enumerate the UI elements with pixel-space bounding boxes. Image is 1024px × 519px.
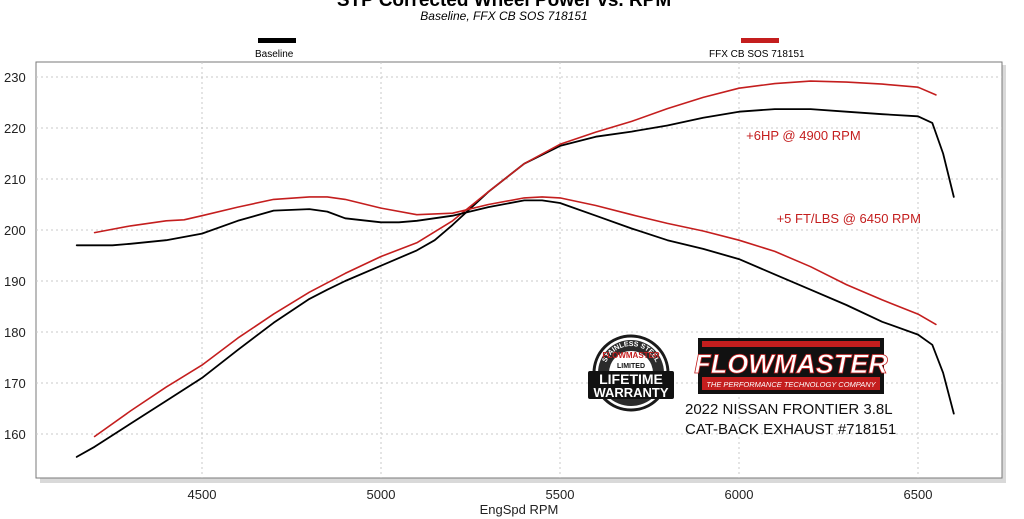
badge-brand: FLOWMASTER [602,351,660,360]
product-line-1: 2022 NISSAN FRONTIER 3.8L [685,401,893,418]
product-line-2: CAT-BACK EXHAUST #718151 [685,421,896,438]
x-tick-label: 6500 [904,487,933,502]
x-axis-label: EngSpd RPM [480,502,559,517]
series-line-baseline-torque [75,199,955,415]
badge-warranty: WARRANTY [593,385,668,400]
plot-area [35,61,1003,479]
series-lines [75,80,955,458]
chart-subtitle: Baseline, FFX CB SOS 718151 [420,9,587,23]
annotation-torque-gain: +5 FT/LBS @ 6450 RPM [777,211,921,226]
y-tick-label: 200 [4,223,26,238]
legend-label-baseline: Baseline [255,49,294,60]
annotation-hp-gain: +6HP @ 4900 RPM [746,128,861,143]
y-tick-label: 160 [4,427,26,442]
flowmaster-logo: FLOWMASTER THE PERFORMANCE TECHNOLOGY CO… [694,338,889,394]
y-tick-label: 180 [4,325,26,340]
series-line-ffx-torque [93,196,937,326]
badge-limited: LIMITED [617,363,645,370]
legend-swatch-baseline [258,38,296,43]
series-line-ffx-power [93,80,937,438]
x-tick-label: 5500 [546,487,575,502]
y-tick-label: 170 [4,376,26,391]
x-axis-ticks: 4500 5000 5500 6000 6500 [188,487,933,502]
flowmaster-wordmark: FLOWMASTER [694,349,888,379]
legend-label-ffx: FFX CB SOS 718151 [709,49,805,60]
x-tick-label: 6000 [725,487,754,502]
y-tick-label: 230 [4,70,26,85]
flowmaster-tagline: THE PERFORMANCE TECHNOLOGY COMPANY [706,380,876,389]
lifetime-warranty-badge: STAINLESS STEEL FLOWMASTER LIMITED LIFET… [588,334,674,412]
badge-lifetime: LIFETIME [599,371,663,387]
legend-swatch-ffx [741,38,779,43]
x-tick-label: 5000 [367,487,396,502]
y-tick-label: 220 [4,121,26,136]
y-axis-ticks: 160 170 180 190 200 210 220 230 [4,70,26,442]
y-tick-label: 190 [4,274,26,289]
y-tick-label: 210 [4,172,26,187]
x-tick-label: 4500 [188,487,217,502]
chart-title: STP Corrected Wheel Power vs. RPM [337,0,671,11]
